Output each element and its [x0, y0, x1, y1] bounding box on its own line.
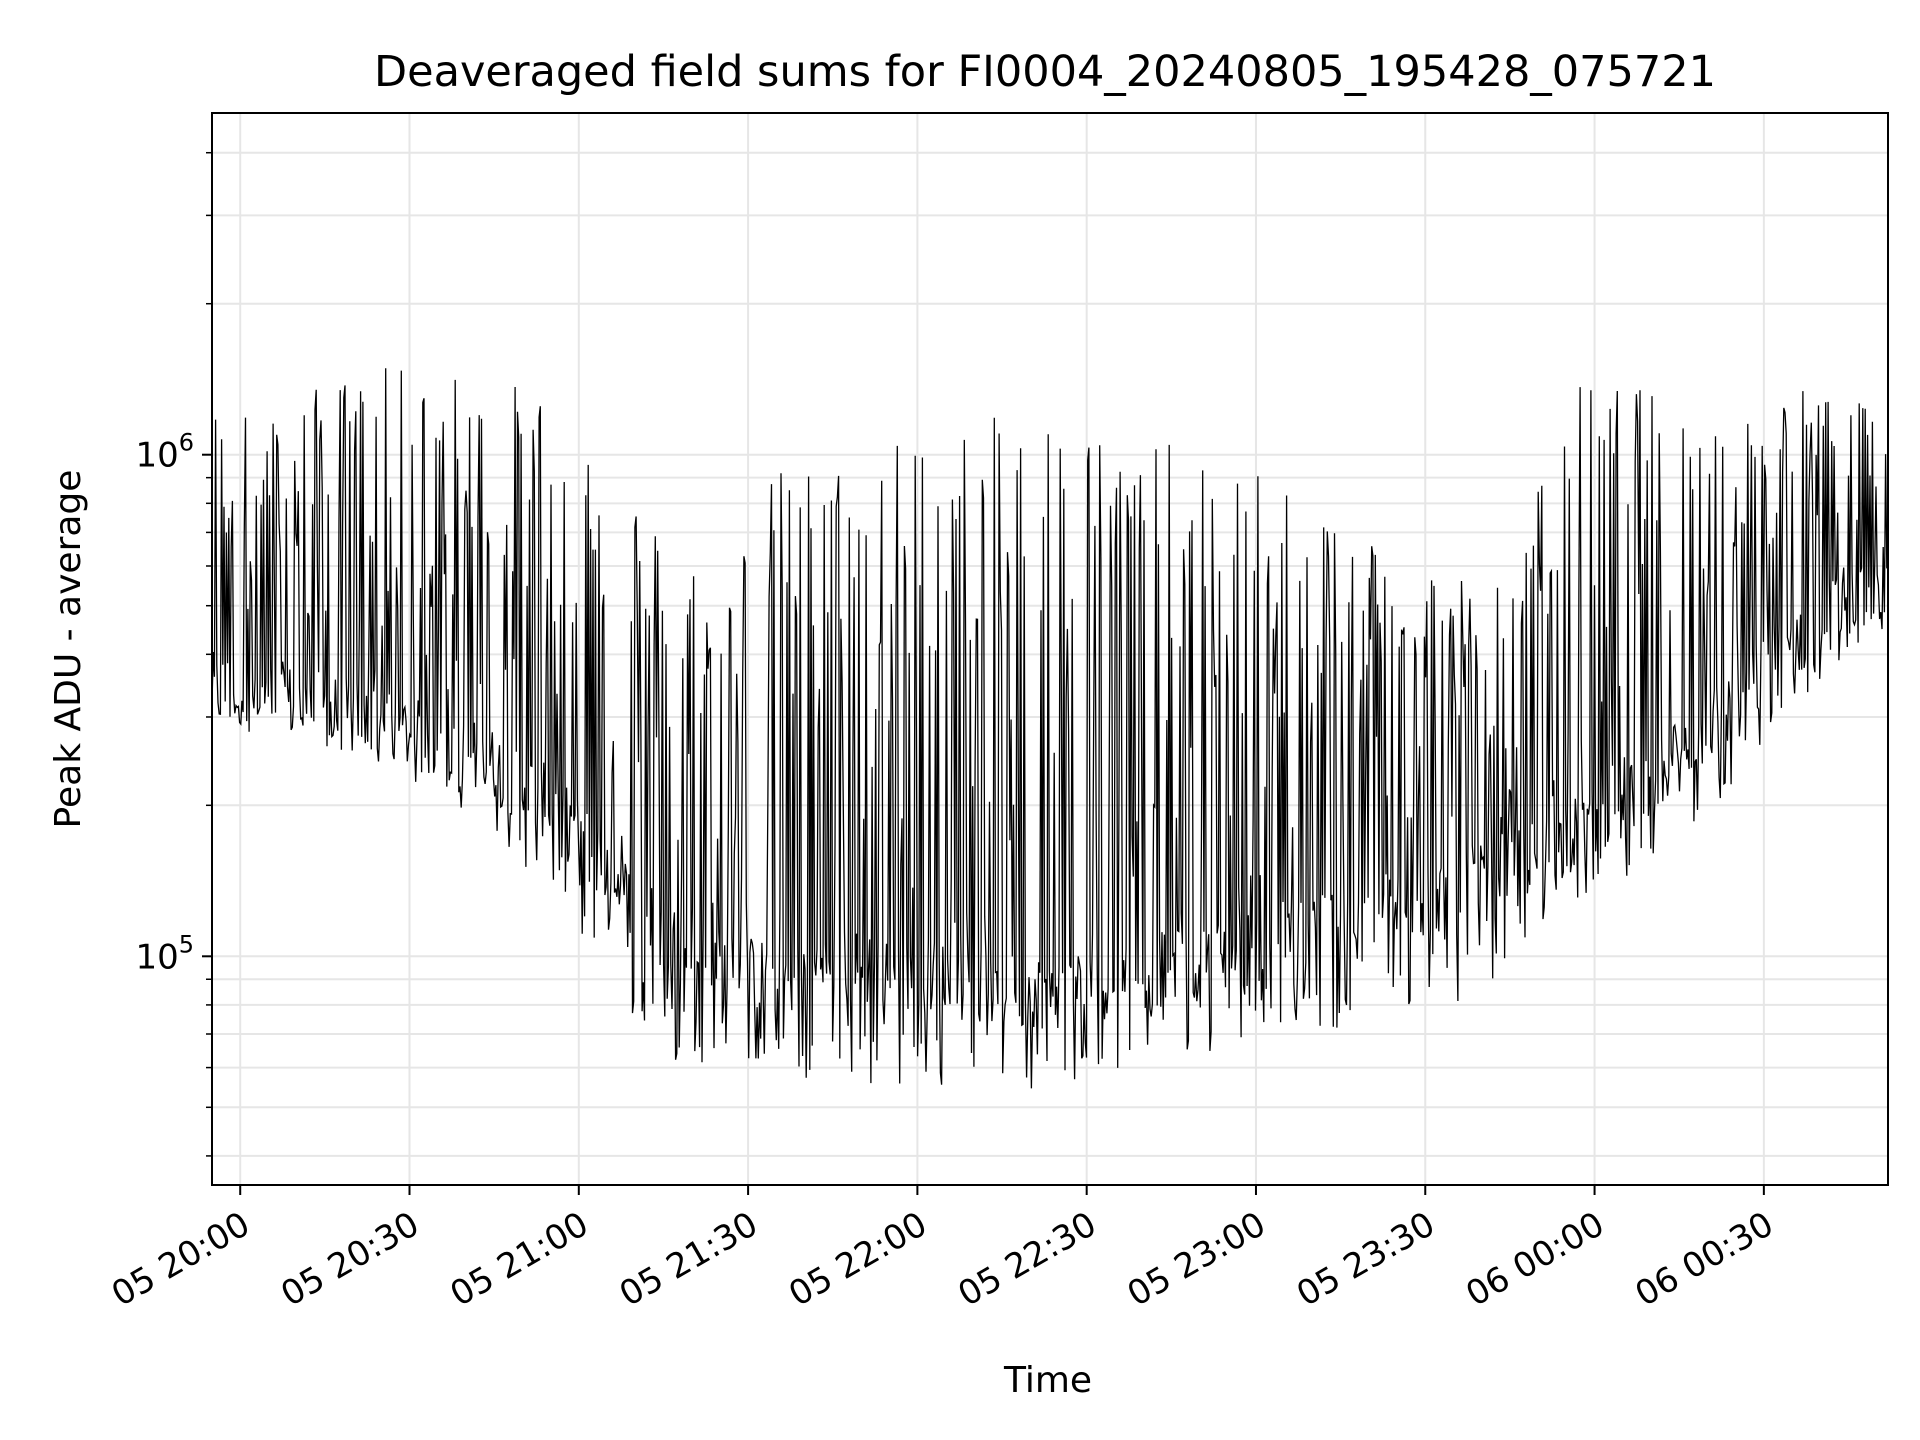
- series-line-0: [212, 368, 1888, 1089]
- y-tick-label: 105: [135, 930, 194, 977]
- chart-title: Deaveraged field sums for FI0004_2024080…: [374, 47, 1716, 97]
- data-series-layer: [212, 368, 1888, 1089]
- grid: [212, 113, 1888, 1185]
- y-axis: 105 106: [135, 151, 212, 1157]
- plot-frame: [211, 112, 1889, 1186]
- y-tick-label: 106: [135, 429, 194, 476]
- x-axis-label: Time: [1003, 1360, 1092, 1401]
- y-axis-label: Peak ADU - average: [48, 470, 89, 829]
